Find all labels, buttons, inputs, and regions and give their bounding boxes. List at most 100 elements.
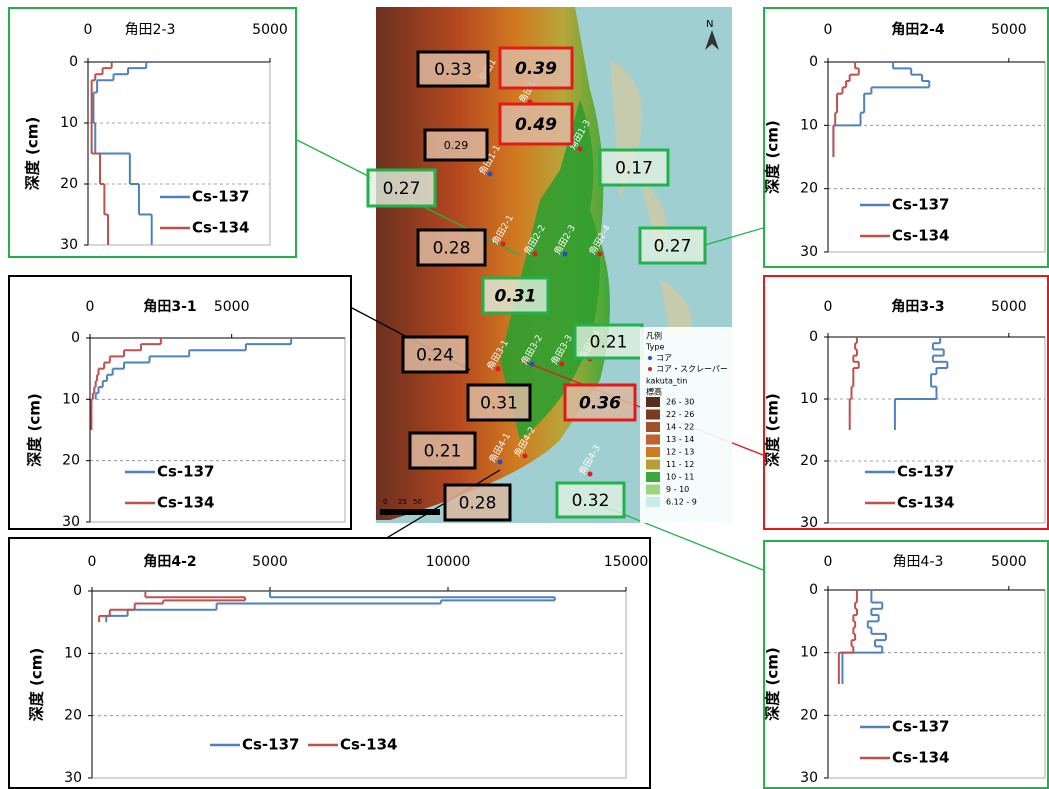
y-tick-label: 30 <box>62 514 80 530</box>
y-tick-label: 10 <box>64 645 82 661</box>
map-legend-range: 10 - 11 <box>666 473 694 482</box>
map-legend-swatch <box>646 472 660 482</box>
y-tick-label: 0 <box>73 583 82 599</box>
value-label: 0.32 <box>572 491 610 511</box>
value-label: 0.17 <box>615 159 653 179</box>
y-tick-label: 20 <box>64 708 82 724</box>
scale-label: 25 <box>398 498 407 506</box>
value-label: 0.28 <box>433 239 471 259</box>
map-legend-elev: 標高 <box>646 387 662 397</box>
y-tick-label: 0 <box>809 329 818 345</box>
x-tick-label: 5000 <box>252 22 288 38</box>
value-label: 0.49 <box>515 115 557 135</box>
x-tick-label: 0 <box>86 299 95 315</box>
map-legend-range: 13 - 14 <box>666 435 694 444</box>
y-tick-label: 10 <box>800 117 818 133</box>
map-legend-swatch <box>646 410 660 420</box>
y-tick-label: 20 <box>62 453 80 469</box>
y-tick-label: 30 <box>800 770 818 786</box>
x-tick-label: 0 <box>824 554 833 570</box>
value-label: 0.31 <box>495 287 537 307</box>
legend-label: Cs-137 <box>192 188 249 206</box>
legend-label: Cs-134 <box>892 227 949 245</box>
legend-label: Cs-134 <box>897 494 954 512</box>
legend-label: Cs-137 <box>892 718 949 736</box>
figure: 角田1角田1-2角田1-3角田1-1角田2-1角田2-2角田2-3角田2-4角田… <box>0 0 1049 789</box>
y-tick-label: 20 <box>60 176 78 192</box>
value-label: 0.27 <box>654 237 692 257</box>
y-tick-label: 30 <box>800 244 818 260</box>
y-tick-label: 10 <box>62 391 80 407</box>
legend-label: Cs-137 <box>892 196 949 214</box>
value-label: 0.24 <box>416 346 454 366</box>
legend-label: Cs-137 <box>897 463 954 481</box>
value-label: 0.29 <box>444 139 469 152</box>
map-legend-swatch <box>646 435 660 445</box>
y-tick-label: 10 <box>60 115 78 131</box>
x-tick-label: 5000 <box>991 22 1027 38</box>
y-axis-label: 深度 (cm) <box>764 393 782 466</box>
scale-label: 0 <box>383 498 387 506</box>
y-tick-label: 20 <box>800 453 818 469</box>
legend-label: Cs-137 <box>242 736 299 754</box>
map-legend-swatch <box>646 397 660 407</box>
map-legend-item: コア <box>656 354 672 363</box>
y-axis-label: 深度 (cm) <box>764 120 782 193</box>
legend-label: Cs-134 <box>192 219 249 237</box>
map-legend-range: 6.12 - 9 <box>666 498 697 507</box>
chart-title: 角田4-2 <box>143 553 196 570</box>
y-tick-label: 0 <box>69 54 78 70</box>
y-axis-label: 深度 (cm) <box>28 648 46 721</box>
connector <box>297 140 372 178</box>
map-legend-item: コア・スクレーパー <box>656 365 728 374</box>
y-tick-label: 20 <box>800 707 818 723</box>
map-legend-dot <box>648 356 652 360</box>
y-tick-label: 10 <box>800 645 818 661</box>
y-tick-label: 0 <box>809 582 818 598</box>
value-label: 0.28 <box>459 494 497 514</box>
map-legend-type: Type <box>645 343 664 352</box>
value-label: 0.27 <box>383 179 421 199</box>
legend-label: Cs-134 <box>892 749 949 767</box>
y-axis-label: 深度 (cm) <box>26 393 44 466</box>
x-tick-label: 0 <box>824 22 833 38</box>
chart-title: 角田3-3 <box>891 298 944 315</box>
y-tick-label: 30 <box>60 237 78 253</box>
x-tick-label: 0 <box>88 554 97 570</box>
legend-label: Cs-134 <box>340 736 397 754</box>
y-tick-label: 30 <box>64 770 82 786</box>
chart-title: 角田2-4 <box>891 21 945 38</box>
x-tick-label: 5000 <box>991 554 1027 570</box>
value-label: 0.39 <box>515 59 557 79</box>
chart-title: 角田3-1 <box>143 298 196 315</box>
y-tick-label: 30 <box>800 515 818 531</box>
map-legend-title: 凡例 <box>646 331 662 341</box>
value-label: 0.36 <box>579 394 621 414</box>
map-legend-range: 11 - 12 <box>666 460 694 469</box>
chart-title: 角田4-3 <box>893 554 944 570</box>
map-legend-swatch <box>646 485 660 495</box>
y-axis-label: 深度 (cm) <box>24 117 42 190</box>
y-tick-label: 0 <box>809 54 818 70</box>
x-tick-label: 0 <box>84 22 93 38</box>
chart-frame <box>9 538 650 788</box>
chart-title: 角田2-3 <box>125 22 176 38</box>
map-legend-range: 12 - 13 <box>666 448 694 457</box>
map-legend-range: 26 - 30 <box>666 398 694 407</box>
y-tick-label: 10 <box>800 391 818 407</box>
legend-label: Cs-134 <box>157 494 214 512</box>
map-legend-swatch <box>646 497 660 507</box>
legend-label: Cs-137 <box>157 463 214 481</box>
value-label: 0.31 <box>480 394 518 414</box>
y-tick-label: 20 <box>800 181 818 197</box>
x-tick-label: 10000 <box>426 554 471 570</box>
map-legend-swatch <box>646 447 660 457</box>
value-label: 0.33 <box>434 60 472 80</box>
x-tick-label: 5000 <box>252 554 288 570</box>
north-label: N <box>706 19 713 30</box>
map-legend-dot <box>648 367 652 371</box>
map-legend-swatch <box>646 460 660 470</box>
map-legend-swatch <box>646 422 660 432</box>
map-legend-range: 22 - 26 <box>666 410 694 419</box>
x-tick-label: 0 <box>824 299 833 315</box>
